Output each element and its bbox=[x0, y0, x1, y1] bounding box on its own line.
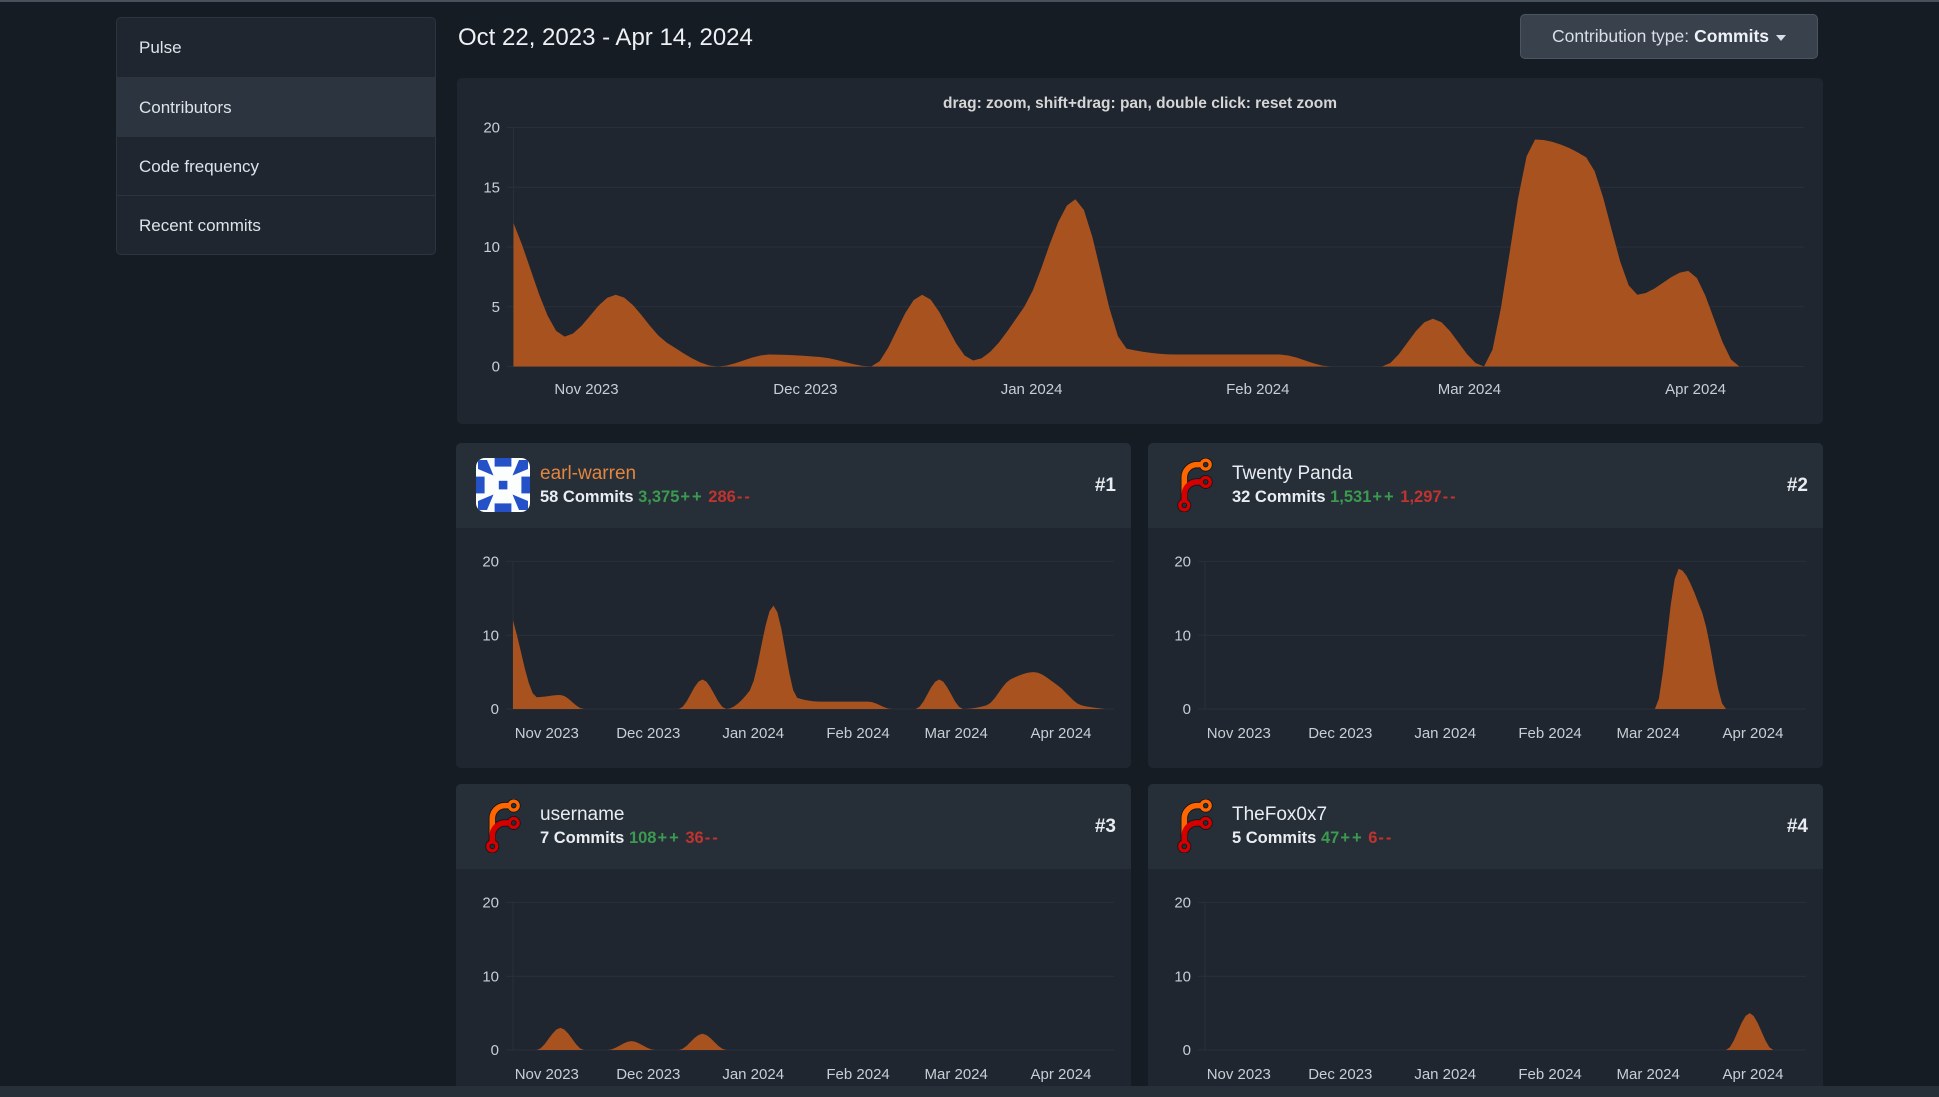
svg-text:Nov 2023: Nov 2023 bbox=[554, 381, 618, 398]
svg-text:Apr 2024: Apr 2024 bbox=[1031, 725, 1092, 742]
svg-text:Feb 2024: Feb 2024 bbox=[826, 725, 889, 742]
svg-text:0: 0 bbox=[1183, 701, 1191, 718]
svg-text:10: 10 bbox=[1174, 627, 1191, 644]
svg-text:Nov 2023: Nov 2023 bbox=[1207, 725, 1271, 742]
svg-text:Mar 2024: Mar 2024 bbox=[1617, 1066, 1680, 1083]
svg-text:Dec 2023: Dec 2023 bbox=[1308, 1066, 1372, 1083]
svg-text:10: 10 bbox=[483, 239, 500, 256]
svg-text:10: 10 bbox=[1174, 968, 1191, 985]
svg-text:Dec 2023: Dec 2023 bbox=[1308, 725, 1372, 742]
svg-text:Mar 2024: Mar 2024 bbox=[1438, 381, 1501, 398]
svg-text:Mar 2024: Mar 2024 bbox=[1617, 725, 1680, 742]
svg-text:Feb 2024: Feb 2024 bbox=[826, 1066, 889, 1083]
svg-text:Dec 2023: Dec 2023 bbox=[616, 1066, 680, 1083]
svg-text:Nov 2023: Nov 2023 bbox=[1207, 1066, 1271, 1083]
svg-text:0: 0 bbox=[1183, 1042, 1191, 1059]
svg-text:Mar 2024: Mar 2024 bbox=[925, 1066, 988, 1083]
svg-text:Feb 2024: Feb 2024 bbox=[1518, 1066, 1581, 1083]
svg-text:10: 10 bbox=[482, 968, 499, 985]
svg-text:20: 20 bbox=[482, 554, 499, 571]
svg-text:10: 10 bbox=[482, 627, 499, 644]
svg-text:20: 20 bbox=[482, 895, 499, 912]
svg-text:0: 0 bbox=[492, 359, 500, 376]
svg-text:15: 15 bbox=[483, 180, 500, 197]
svg-text:Apr 2024: Apr 2024 bbox=[1665, 381, 1726, 398]
svg-text:Feb 2024: Feb 2024 bbox=[1226, 381, 1289, 398]
svg-text:20: 20 bbox=[483, 120, 500, 137]
svg-text:Jan 2024: Jan 2024 bbox=[1414, 725, 1476, 742]
svg-text:Jan 2024: Jan 2024 bbox=[1414, 1066, 1476, 1083]
svg-text:Jan 2024: Jan 2024 bbox=[722, 1066, 784, 1083]
svg-text:Jan 2024: Jan 2024 bbox=[1001, 381, 1063, 398]
svg-text:Feb 2024: Feb 2024 bbox=[1518, 725, 1581, 742]
svg-text:20: 20 bbox=[1174, 895, 1191, 912]
svg-text:Mar 2024: Mar 2024 bbox=[925, 725, 988, 742]
svg-text:0: 0 bbox=[491, 701, 499, 718]
svg-text:Apr 2024: Apr 2024 bbox=[1031, 1066, 1092, 1083]
svg-text:drag: zoom, shift+drag: pan, d: drag: zoom, shift+drag: pan, double clic… bbox=[943, 95, 1337, 112]
svg-text:5: 5 bbox=[492, 299, 500, 316]
svg-text:Nov 2023: Nov 2023 bbox=[515, 1066, 579, 1083]
svg-text:0: 0 bbox=[491, 1042, 499, 1059]
svg-text:Dec 2023: Dec 2023 bbox=[616, 725, 680, 742]
svg-text:20: 20 bbox=[1174, 554, 1191, 571]
svg-text:Jan 2024: Jan 2024 bbox=[722, 725, 784, 742]
svg-text:Nov 2023: Nov 2023 bbox=[515, 725, 579, 742]
svg-text:Apr 2024: Apr 2024 bbox=[1723, 1066, 1784, 1083]
svg-text:Dec 2023: Dec 2023 bbox=[773, 381, 837, 398]
svg-text:Apr 2024: Apr 2024 bbox=[1723, 725, 1784, 742]
